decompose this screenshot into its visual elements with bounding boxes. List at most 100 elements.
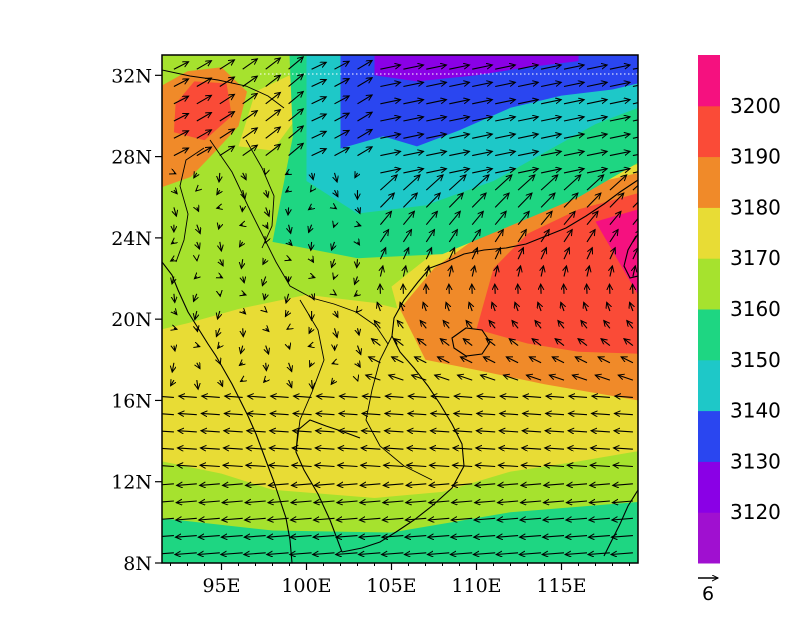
wind-vector	[632, 171, 638, 174]
wind-vector	[544, 465, 565, 466]
wind-vector	[449, 134, 469, 139]
wind-vector	[472, 82, 492, 88]
wind-vector	[517, 175, 535, 191]
wind-vector	[173, 131, 189, 139]
wind-vector	[558, 321, 565, 329]
wind-vector	[286, 293, 289, 303]
wind-vector	[443, 321, 450, 329]
wind-vector	[291, 501, 312, 503]
wind-vector	[615, 396, 633, 397]
wind-vector	[517, 117, 538, 122]
wind-vector	[357, 78, 373, 87]
wind-vector	[289, 242, 292, 246]
wind-vector	[612, 518, 633, 520]
wind-vector	[313, 536, 335, 538]
wind-vector	[217, 207, 220, 208]
wind-vector	[339, 413, 358, 414]
wind-vector	[563, 100, 584, 105]
wind-vector	[374, 321, 381, 329]
wind-vector	[162, 430, 174, 433]
wind-vector	[517, 100, 538, 105]
wind-vector	[222, 518, 243, 520]
wind-vector	[162, 535, 174, 538]
wind-vector	[338, 465, 358, 466]
wind-vector	[500, 413, 519, 414]
wind-vector	[265, 75, 281, 87]
wind-vector	[314, 484, 335, 486]
wind-vector	[332, 259, 335, 267]
wind-vector	[362, 431, 381, 432]
wind-vector	[476, 431, 496, 432]
wind-vector	[380, 175, 397, 191]
wind-vector	[584, 302, 587, 312]
wind-vector	[243, 311, 246, 314]
wind-vector	[269, 448, 289, 449]
wind-vector	[545, 448, 565, 449]
colorbar-swatch	[698, 461, 720, 513]
wind-vector	[495, 65, 515, 70]
wind-vector	[592, 413, 610, 414]
wind-vector	[449, 169, 469, 174]
wind-vector	[521, 501, 542, 503]
wind-vector	[245, 501, 266, 503]
wind-vector	[196, 190, 197, 191]
wind-vector	[609, 211, 621, 226]
wind-vector	[377, 302, 380, 312]
wind-vector	[196, 78, 212, 87]
contour-region-3190	[476, 193, 638, 354]
wind-vector	[563, 169, 584, 174]
wind-vector	[266, 311, 267, 312]
wind-vector	[289, 224, 291, 234]
wind-vector	[586, 211, 598, 226]
wind-vector	[563, 65, 584, 70]
wind-vector	[288, 109, 304, 122]
wind-vector	[575, 357, 588, 364]
wind-vector	[452, 501, 473, 503]
wind-vector	[289, 379, 292, 388]
wind-vectors	[162, 57, 638, 555]
wind-vector	[336, 553, 358, 555]
wind-vector	[196, 147, 212, 157]
wind-vector	[425, 230, 434, 243]
wind-vector	[334, 79, 350, 87]
wind-vector	[242, 128, 258, 139]
wind-vector	[428, 536, 450, 538]
wind-vector	[360, 501, 381, 503]
wind-vector	[449, 266, 451, 277]
wind-vector	[586, 169, 607, 174]
wind-vector	[474, 518, 496, 520]
wind-vector	[449, 117, 469, 122]
wind-vector	[494, 193, 509, 208]
wind-vector	[542, 553, 565, 555]
wind-vector	[471, 175, 489, 191]
wind-vector	[569, 396, 588, 397]
wind-vector	[338, 448, 358, 449]
wind-vector	[412, 375, 427, 381]
wind-vector	[427, 553, 450, 555]
wind-vector	[219, 129, 235, 139]
wind-vector	[379, 211, 391, 226]
wind-vector	[449, 82, 469, 88]
wind-vector	[495, 151, 515, 157]
wind-vector	[402, 248, 408, 260]
wind-vector	[517, 193, 532, 208]
wind-vector	[458, 375, 473, 381]
wind-vector	[383, 484, 404, 486]
wind-vector	[266, 207, 269, 216]
wind-vector	[568, 431, 588, 432]
wind-vector	[552, 357, 565, 364]
wind-vector	[219, 77, 235, 87]
wind-vector	[243, 328, 244, 336]
wind-vector	[266, 225, 268, 229]
wind-vector	[174, 190, 177, 194]
wind-vector	[196, 130, 212, 139]
wind-vector	[545, 431, 565, 432]
wind-vector	[472, 100, 492, 105]
wind-vector	[451, 536, 473, 538]
wind-vector	[244, 536, 266, 538]
wind-vector	[397, 321, 404, 329]
wind-vector	[448, 211, 460, 226]
wind-vector	[245, 518, 266, 520]
wind-vector	[549, 375, 565, 381]
